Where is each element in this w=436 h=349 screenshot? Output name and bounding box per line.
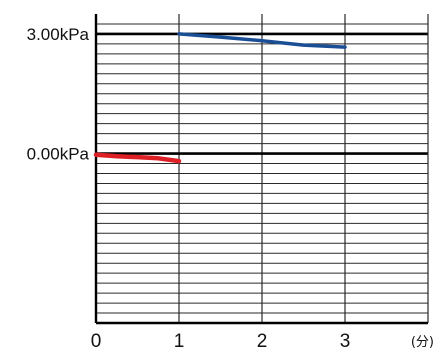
y-tick-label: 0.00kPa: [27, 145, 90, 164]
x-tick-label: 2: [257, 331, 268, 349]
x-tick-label: 0: [91, 331, 102, 349]
labels-layer: 3.00kPa 0.00kPa 0 1 2 3 (分): [27, 25, 434, 349]
series-line-2: [93, 152, 182, 164]
x-tick-label: 3: [340, 331, 351, 349]
series-layer: [93, 32, 347, 164]
x-unit-label: (分): [411, 335, 434, 349]
y-tick-label: 3.00kPa: [27, 25, 90, 44]
x-tick-label: 1: [174, 331, 185, 349]
series-line-1: [177, 32, 347, 49]
grid: [94, 14, 429, 325]
